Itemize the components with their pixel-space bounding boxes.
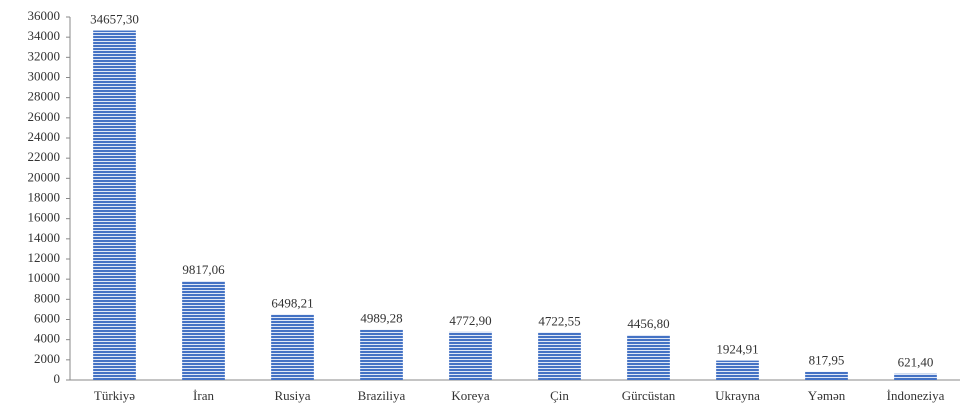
bar: [538, 332, 581, 380]
bar: [894, 373, 937, 380]
x-tick-label: Braziliya: [358, 388, 406, 403]
y-tick-label: 32000: [28, 48, 61, 63]
value-label: 6498,21: [271, 295, 313, 310]
y-tick-label: 4000: [34, 331, 60, 346]
value-label: 1924,91: [716, 342, 758, 357]
x-tick-label: Rusiya: [274, 388, 310, 403]
y-tick-label: 36000: [28, 8, 61, 23]
value-label: 817,95: [809, 353, 845, 368]
y-tick-label: 30000: [28, 68, 61, 83]
y-tick-label: 6000: [34, 310, 60, 325]
value-label: 34657,30: [90, 12, 139, 27]
y-tick-label: 12000: [28, 250, 61, 265]
y-tick-label: 16000: [28, 210, 61, 225]
x-tick-label: Gürcüstan: [622, 388, 676, 403]
y-tick-label: 20000: [28, 169, 61, 184]
y-tick-label: 0: [54, 371, 61, 386]
y-tick-label: 34000: [28, 28, 61, 43]
value-label: 4989,28: [360, 311, 402, 326]
x-tick-label: İran: [193, 388, 214, 403]
y-tick-label: 22000: [28, 149, 61, 164]
value-label: 4722,55: [538, 313, 580, 328]
y-tick-label: 8000: [34, 290, 60, 305]
bar: [805, 371, 848, 380]
bar: [360, 329, 403, 380]
y-tick-label: 28000: [28, 89, 61, 104]
value-label: 4772,90: [449, 313, 491, 328]
value-label: 9817,06: [182, 262, 225, 277]
y-tick-label: 2000: [34, 351, 60, 366]
y-tick-label: 10000: [28, 270, 61, 285]
bar: [182, 281, 225, 380]
y-tick-label: 14000: [28, 230, 61, 245]
y-tick-label: 26000: [28, 109, 61, 124]
y-tick-label: 24000: [28, 129, 61, 144]
bar: [716, 360, 759, 380]
bar: [627, 335, 670, 380]
value-label: 4456,80: [627, 316, 669, 331]
x-tick-label: Ukrayna: [715, 388, 760, 403]
x-tick-label: Çin: [550, 388, 569, 403]
x-tick-label: Türkiyə: [94, 388, 135, 403]
y-tick-label: 18000: [28, 189, 61, 204]
x-tick-label: İndoneziya: [887, 388, 945, 403]
bar: [271, 314, 314, 380]
bar: [93, 30, 136, 381]
bar: [449, 331, 492, 380]
x-tick-label: Yəmən: [808, 388, 846, 403]
value-label: 621,40: [898, 355, 934, 370]
x-tick-label: Koreya: [451, 388, 489, 403]
